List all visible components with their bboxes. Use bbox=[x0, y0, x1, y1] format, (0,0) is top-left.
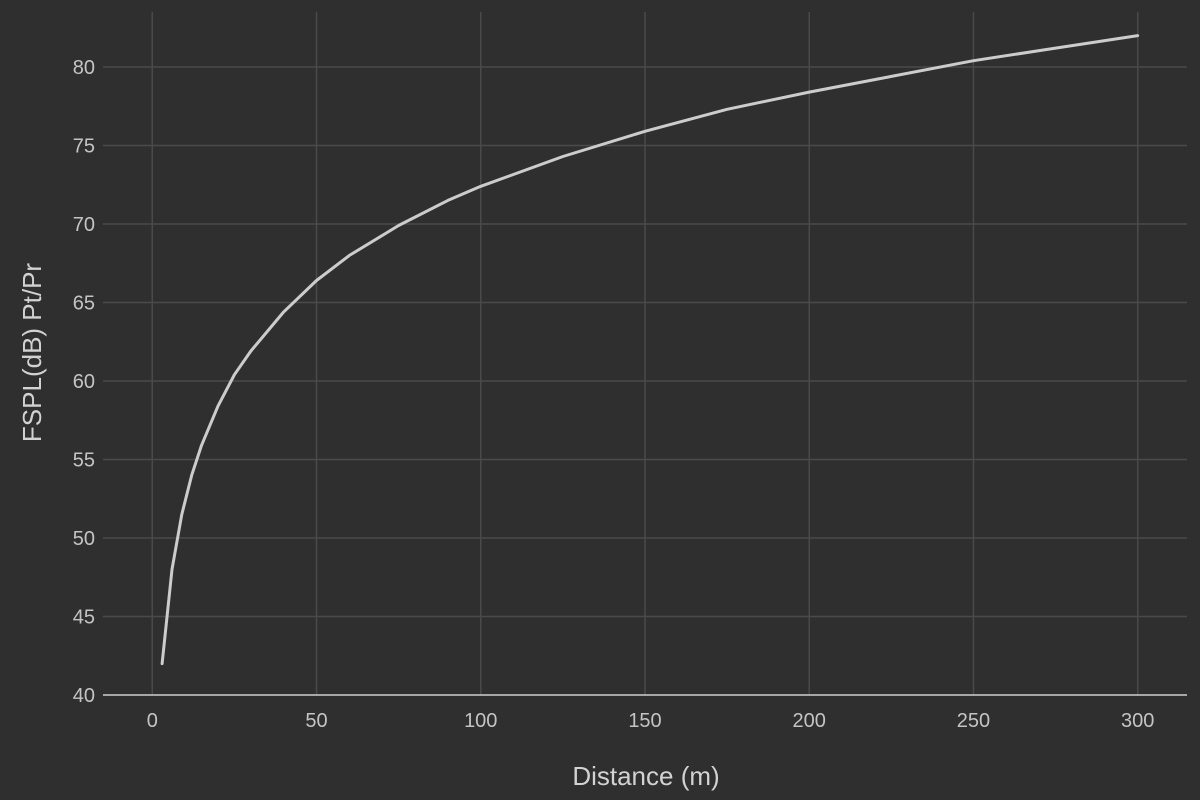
x-tick-label: 50 bbox=[305, 710, 327, 732]
series bbox=[160, 34, 1140, 666]
y-tick-label: 70 bbox=[73, 214, 95, 236]
y-tick-label: 65 bbox=[73, 292, 95, 314]
y-tick-label: 40 bbox=[73, 685, 95, 707]
x-tick-label: 100 bbox=[464, 710, 497, 732]
y-tick-label: 75 bbox=[73, 135, 95, 157]
y-tick-label: 60 bbox=[73, 371, 95, 393]
y-axis-title: FSPL(dB) Pt/Pr bbox=[17, 263, 47, 442]
x-tick-label: 200 bbox=[793, 710, 826, 732]
y-tick-label: 80 bbox=[73, 57, 95, 79]
x-tick-label: 300 bbox=[1121, 710, 1154, 732]
y-tick-label: 45 bbox=[73, 606, 95, 628]
fspl-series-line bbox=[160, 34, 1140, 666]
x-axis-title: Distance (m) bbox=[572, 761, 719, 791]
x-tick-label: 150 bbox=[628, 710, 661, 732]
x-tick-label: 0 bbox=[147, 710, 158, 732]
y-tick-label: 55 bbox=[73, 449, 95, 471]
tick-labels: 0 50 100 150 200 250 300 40 45 50 55 60 65 70 75 80 bbox=[73, 57, 1155, 732]
y-tick-label: 50 bbox=[73, 528, 95, 550]
x-tick-label: 250 bbox=[957, 710, 990, 732]
grid bbox=[103, 12, 1187, 695]
